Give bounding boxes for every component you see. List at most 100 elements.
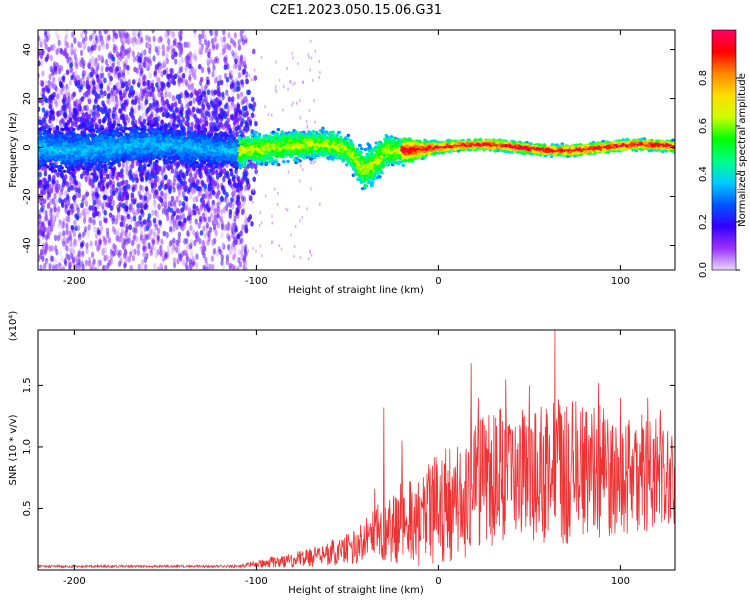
heatmap-cell [243, 175, 248, 182]
heatmap-cell [298, 179, 301, 183]
heatmap-cell [133, 248, 137, 256]
heatmap-cell [49, 217, 53, 224]
heatmap-cell [139, 184, 143, 191]
heatmap-cell [190, 121, 194, 128]
heatmap-cell [188, 177, 192, 184]
heatmap-cell [44, 56, 49, 63]
heatmap-cell [152, 231, 157, 238]
heatmap-cell [78, 251, 82, 258]
heatmap-cell [119, 95, 124, 102]
heatmap-cell [275, 60, 277, 64]
heatmap-cell [105, 43, 109, 50]
heatmap-cell [125, 85, 130, 92]
heatmap-cell [54, 183, 59, 190]
heatmap-cell [124, 179, 129, 186]
heatmap-cell [84, 91, 89, 97]
heatmap-cell [206, 65, 211, 73]
heatmap-cell [227, 179, 232, 186]
heatmap-cell [222, 36, 227, 43]
heatmap-cell [105, 173, 110, 180]
heatmap-cell [54, 245, 58, 252]
heatmap-cell [130, 239, 135, 247]
heatmap-cell [53, 65, 58, 72]
heatmap-cell [230, 226, 234, 234]
heatmap-cell [216, 189, 221, 196]
heatmap-cell [105, 66, 109, 73]
heatmap-cell [74, 70, 78, 77]
heatmap-cell [223, 64, 228, 71]
heatmap-cell [236, 265, 240, 270]
heatmap-cell [100, 54, 104, 61]
heatmap-cell [267, 112, 270, 116]
heatmap-cell [195, 253, 199, 260]
heatmap-cell [124, 205, 129, 211]
heatmap-cell [319, 71, 321, 75]
heatmap-cell [225, 258, 230, 266]
heatmap-cell [62, 104, 66, 111]
heatmap-cell [80, 260, 84, 268]
heatmap-cell [50, 255, 55, 263]
heatmap-cell [184, 97, 189, 105]
heatmap-cell [97, 180, 102, 187]
heatmap-cell [261, 254, 263, 258]
heatmap-cell [208, 185, 213, 191]
heatmap-cell [46, 202, 50, 210]
heatmap-cell [144, 99, 149, 105]
heatmap-cell [286, 67, 288, 71]
heatmap-cell [214, 77, 218, 84]
heatmap-cell [55, 211, 60, 218]
heatmap-cell [216, 206, 221, 213]
heatmap-cell [294, 225, 297, 229]
heatmap-cell [136, 202, 140, 209]
heatmap-cell [120, 214, 125, 222]
heatmap-cell [275, 84, 277, 88]
heatmap-cell [207, 207, 211, 213]
heatmap-cell [191, 255, 195, 263]
heatmap-cell [49, 198, 53, 205]
heatmap-cell [241, 224, 245, 231]
heatmap-cell [165, 53, 169, 60]
heatmap-cell [209, 30, 213, 37]
heatmap-cell [200, 66, 205, 74]
heatmap-cell [214, 31, 218, 38]
heatmap-cell [135, 236, 139, 243]
heatmap-cell [63, 258, 67, 265]
heatmap-cell [205, 41, 209, 49]
heatmap-cell [120, 36, 124, 43]
heatmap-cell [84, 259, 89, 267]
heatmap-cell [80, 202, 84, 209]
heatmap-cell [192, 229, 196, 236]
heatmap-cell [182, 174, 187, 181]
heatmap-cell [167, 200, 172, 207]
heatmap-cell [171, 112, 176, 119]
heatmap-cell [182, 259, 186, 266]
heatmap-cell [142, 245, 146, 252]
heatmap-cell [176, 161, 181, 168]
heatmap-cell [163, 192, 167, 199]
heatmap-cell [106, 231, 110, 239]
heatmap-cell [206, 89, 211, 96]
heatmap-cell [111, 218, 115, 225]
heatmap-cell [95, 62, 99, 69]
heatmap-cell [93, 44, 97, 51]
heatmap-cell [282, 108, 284, 112]
heatmap-cell [314, 160, 317, 164]
heatmap-cell [164, 209, 168, 216]
heatmap-cell [231, 176, 236, 182]
heatmap-cell [172, 220, 176, 228]
heatmap-cell [230, 113, 235, 120]
heatmap-cell [233, 215, 237, 222]
heatmap-cell [212, 104, 217, 110]
heatmap-cell [76, 105, 80, 111]
heatmap-cell [251, 106, 256, 112]
heatmap-cell [111, 124, 116, 130]
heatmap-cell [106, 262, 110, 270]
heatmap-cell [225, 81, 229, 88]
heatmap-cell [40, 206, 44, 213]
heatmap-cell [74, 225, 78, 232]
heatmap-cell [200, 85, 204, 93]
heatmap-cell [198, 38, 202, 46]
heatmap-cell [140, 264, 144, 270]
heatmap-cell [108, 212, 113, 218]
heatmap-cell [310, 253, 313, 257]
